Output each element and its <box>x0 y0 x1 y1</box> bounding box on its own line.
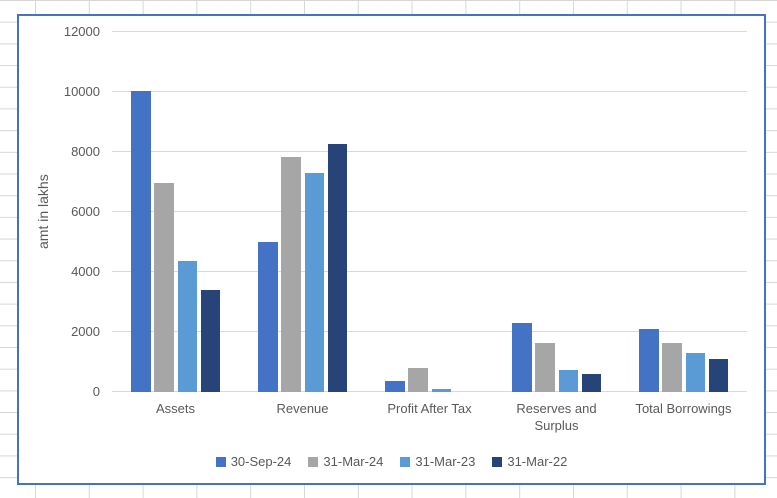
bar <box>177 260 198 392</box>
gridline <box>112 151 747 152</box>
legend-item: 31-Mar-24 <box>308 454 383 469</box>
bar <box>512 322 532 392</box>
y-tick-label: 10000 <box>63 84 100 99</box>
y-tick-label: 2000 <box>71 324 100 339</box>
category-label: Reserves and Surplus <box>516 401 597 433</box>
bar <box>154 182 174 392</box>
gridline <box>112 211 747 212</box>
chart-object[interactable]: amt in lakhs 0 2000 4000 6000 8000 10000 12000… <box>17 14 766 485</box>
y-tick-label: 4000 <box>71 264 100 279</box>
legend-item: 31-Mar-23 <box>400 454 475 469</box>
legend-swatch <box>215 456 226 467</box>
bar <box>385 380 405 392</box>
bar <box>535 342 555 392</box>
gridline <box>112 91 747 92</box>
gridline <box>112 271 747 272</box>
category-label: Profit After Tax <box>387 401 472 416</box>
bar <box>408 368 428 392</box>
bar <box>639 329 659 392</box>
bar <box>558 369 579 392</box>
legend-label: 31-Mar-23 <box>415 454 476 469</box>
legend-item: 31-Mar-22 <box>492 454 567 469</box>
legend-swatch <box>400 456 411 467</box>
bar <box>304 173 325 392</box>
bar <box>131 90 151 392</box>
category-label: Total Borrowings <box>635 401 732 416</box>
y-tick-label: 0 <box>92 384 100 399</box>
gridline <box>112 391 747 392</box>
plot-area <box>112 31 747 392</box>
category-label: Revenue <box>276 401 329 416</box>
bar <box>281 156 301 392</box>
bar <box>708 359 729 392</box>
y-tick-label: 6000 <box>71 204 100 219</box>
y-tick-label: 8000 <box>71 144 100 159</box>
legend: 30-Sep-24 31-Mar-24 31-Mar-23 31-Mar-22 <box>19 454 764 469</box>
bar <box>662 342 682 392</box>
y-tick-label: 12000 <box>63 24 100 39</box>
legend-label: 31-Mar-22 <box>507 454 568 469</box>
legend-swatch <box>492 456 503 467</box>
legend-label: 31-Mar-24 <box>323 454 384 469</box>
category-label: Assets <box>155 401 195 416</box>
bar <box>431 389 452 392</box>
bar <box>685 353 706 392</box>
gridline <box>112 331 747 332</box>
bar <box>258 242 278 392</box>
legend-swatch <box>308 456 319 467</box>
bar <box>200 290 221 392</box>
gridline <box>112 31 747 32</box>
bar <box>581 374 602 392</box>
bar <box>327 143 348 392</box>
legend-item: 30-Sep-24 <box>215 454 292 469</box>
legend-label: 30-Sep-24 <box>230 454 292 469</box>
